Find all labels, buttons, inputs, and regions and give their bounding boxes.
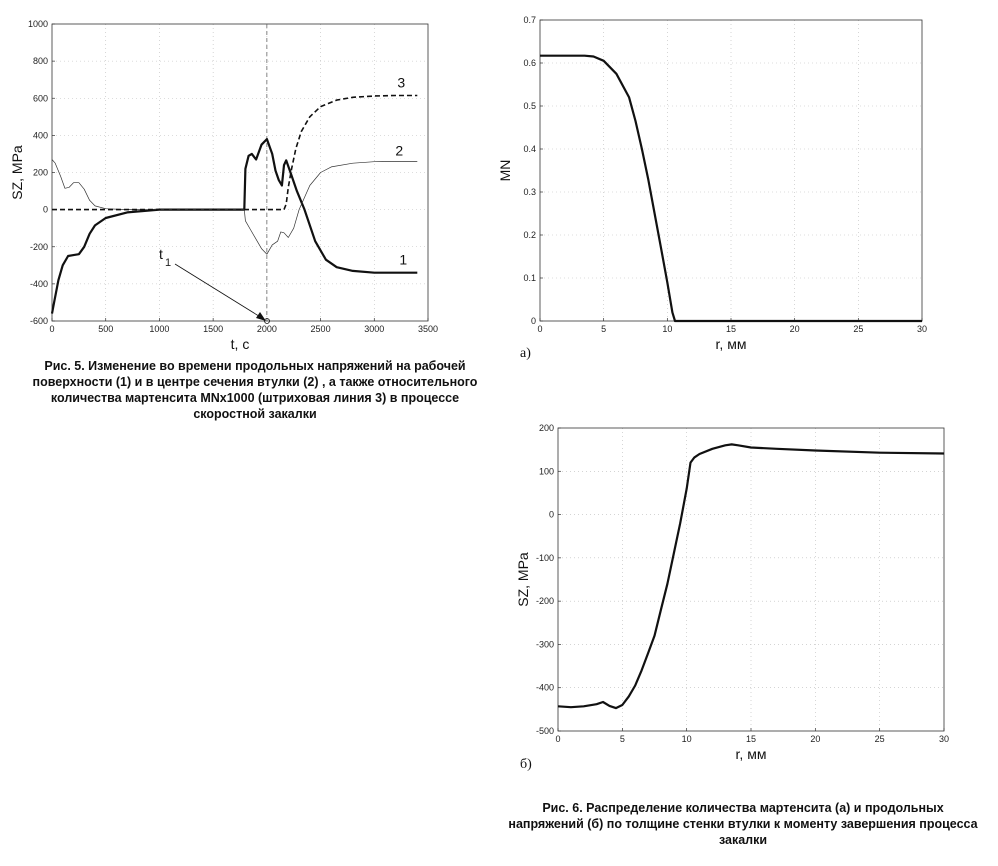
x-tick-label: 10: [662, 324, 672, 334]
t1-arrow-head: [256, 312, 266, 321]
figure6-caption: Рис. 6. Распределение количества мартенс…: [508, 801, 978, 847]
x-tick-label: 1500: [203, 324, 223, 334]
y-tick-label: 200: [33, 168, 48, 178]
series-label-2: 2: [395, 142, 403, 158]
series-line-1: [50, 138, 418, 314]
y-tick-label: 0: [43, 205, 48, 215]
plot-frame: [557, 427, 945, 732]
y-tick-label: -200: [30, 242, 48, 252]
y-tick-label: -100: [536, 553, 554, 563]
y-tick-label: 0.6: [523, 58, 536, 68]
x-tick-label: 5: [620, 734, 625, 744]
y-tick-label: -200: [536, 596, 554, 606]
y-tick-label: 0.1: [523, 273, 536, 283]
t1-label: t: [159, 246, 163, 262]
series-line-1: [540, 54, 922, 323]
series-line-3: [52, 94, 418, 211]
y-tick-label: 600: [33, 93, 48, 103]
x-tick-label: 0: [49, 324, 54, 334]
x-tick-label: 20: [810, 734, 820, 744]
x-tick-label: 20: [790, 324, 800, 334]
x-tick-label: 2500: [311, 324, 331, 334]
x-tick-label: 500: [98, 324, 113, 334]
series-label-3: 3: [397, 74, 405, 90]
x-tick-label: 0: [537, 324, 542, 334]
y-tick-label: 200: [539, 423, 554, 433]
figure5-caption: Рис. 5. Изменение во времени продольных …: [32, 359, 478, 421]
y-tick-label: -600: [30, 316, 48, 326]
y-tick-label: 0.5: [523, 101, 536, 111]
panel-a-label: а): [520, 346, 531, 361]
y-tick-label: 0: [549, 510, 554, 520]
t1-arrow-line: [174, 263, 263, 319]
x-axis-label: r, мм: [736, 746, 767, 762]
y-axis-label: SZ, MPa: [515, 552, 531, 607]
x-tick-label: 30: [939, 734, 949, 744]
y-tick-label: 400: [33, 130, 48, 140]
x-tick-label: 0: [555, 734, 560, 744]
y-tick-label: 100: [539, 466, 554, 476]
plot-frame: [539, 19, 923, 322]
series-label-1: 1: [399, 252, 407, 268]
t1-annotation: t 1: [159, 246, 270, 324]
x-tick-label: 25: [875, 734, 885, 744]
x-tick-label: 30: [917, 324, 927, 334]
x-tick-label: 10: [682, 734, 692, 744]
panel-b-label: б): [520, 757, 532, 772]
x-tick-label: 15: [726, 324, 736, 334]
y-tick-label: -400: [30, 279, 48, 289]
y-tick-label: 0.2: [523, 230, 536, 240]
y-tick-label: -500: [536, 726, 554, 736]
chart-fig6b-stress-radius: 0 5 10 15 20 25 30 -500 -400 -300 -200 -100 0 100 200 r…: [515, 423, 949, 762]
x-tick-label: 1000: [149, 324, 169, 334]
y-tick-label: 1000: [28, 19, 48, 29]
x-tick-label: 2000: [257, 324, 277, 334]
y-tick-label: -300: [536, 639, 554, 649]
x-tick-label: 5: [601, 324, 606, 334]
x-tick-label: 15: [746, 734, 756, 744]
y-tick-label: 0.4: [523, 144, 536, 154]
t1-marker: [264, 318, 270, 324]
chart-fig5-stress-time: 0 500 1000 1500 2000 2500 3000 3500-600-400-200…: [9, 19, 438, 352]
chart-fig6a-martensite: 0 5 10 15 20 25 30 0 0.1 0.2 0.3 0.4 0.5 0.6 0.7 r, мм M…: [497, 15, 927, 352]
y-tick-label: 0.3: [523, 187, 536, 197]
y-tick-label: 0: [531, 316, 536, 326]
y-axis-label: MN: [497, 160, 513, 182]
y-tick-label: 0.7: [523, 15, 536, 25]
x-axis-label: t, c: [231, 336, 250, 352]
y-axis-label: SZ, MPa: [9, 145, 25, 200]
x-tick-label: 25: [853, 324, 863, 334]
t1-subscript: 1: [165, 257, 171, 269]
series-line-1: [557, 443, 945, 710]
x-tick-label: 3500: [418, 324, 438, 334]
y-tick-label: -400: [536, 683, 554, 693]
series-line-2: [51, 159, 418, 255]
y-tick-label: 800: [33, 56, 48, 66]
x-tick-label: 3000: [364, 324, 384, 334]
x-axis-label: r, мм: [716, 336, 747, 352]
